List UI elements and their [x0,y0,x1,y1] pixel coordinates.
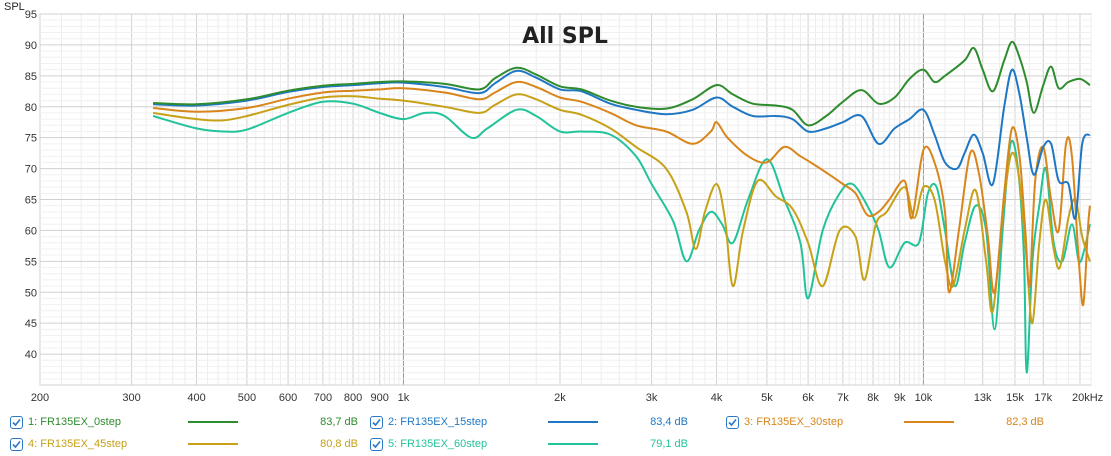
checkbox-checked-icon[interactable] [370,437,383,451]
legend-value: 83,7 dB [320,416,358,428]
y-tick-label: 60 [25,225,37,237]
y-tick-label: 90 [25,40,37,52]
series-line-2 [153,68,1091,220]
x-tick-label: 20kHz [1072,392,1103,404]
y-tick-label: 70 [25,164,37,176]
legend-label: 1: FR135EX_0step [28,416,121,428]
x-tick-label: 10k [915,392,933,404]
x-tick-label: 7k [837,392,849,404]
y-tick-label: 65 [25,195,37,207]
y-tick-label: 50 [25,287,37,299]
legend-label: 2: FR135EX_15step [388,416,488,428]
x-tick-label: 3k [646,392,658,404]
legend-item-3[interactable]: 3: FR135EX_30step 82,3 dB [726,412,1044,432]
x-axis: 200 300 400 500 600 700 800 900 1k 2k 3k 4k 5k 6k 7k 8k… [31,392,1103,404]
x-tick-label: 5k [761,392,773,404]
series-line-3 [153,80,1091,307]
y-tick-label: 85 [25,71,37,83]
spl-chart: 40 45 50 55 60 65 70 75 80 85 90 95 200 300 400 500 600… [4,1,1103,404]
legend-label: 3: FR135EX_30step [744,416,844,428]
x-tick-label: 600 [279,392,297,404]
legend-swatch [904,421,954,423]
x-tick-label: 6k [802,392,814,404]
x-tick-label: 9k [894,392,906,404]
series-line-5 [152,100,1091,374]
legend-swatch [188,421,238,423]
series-line-1 [153,40,1091,127]
legend-item-4[interactable]: 4: FR135EX_45step 80,8 dB [10,434,358,454]
series-line-4 [152,93,1091,325]
legend-value: 79,1 dB [650,438,688,450]
legend-label: 4: FR135EX_45step [28,438,128,450]
grid [39,13,1092,386]
x-tick-label: 4k [711,392,723,404]
y-tick-label: 80 [25,102,37,114]
x-tick-label: 1k [398,392,410,404]
x-tick-label: 2k [554,392,566,404]
x-tick-label: 15k [1006,392,1024,404]
x-tick-label: 700 [314,392,332,404]
y-axis-label: SPL [4,1,25,13]
legend: 1: FR135EX_0step 83,7 dB 2: FR135EX_15st… [0,410,1111,456]
legend-value: 82,3 dB [1006,416,1044,428]
legend-label: 5: FR135EX_60step [388,438,488,450]
x-tick-label: 500 [238,392,256,404]
legend-item-1[interactable]: 1: FR135EX_0step 83,7 dB [10,412,358,432]
x-tick-label: 13k [974,392,992,404]
checkbox-checked-icon[interactable] [370,415,383,429]
legend-value: 80,8 dB [320,438,358,450]
checkbox-checked-icon[interactable] [10,415,23,429]
legend-value: 83,4 dB [650,416,688,428]
series-lines [152,40,1091,374]
chart-title: All SPL [522,24,608,49]
y-tick-label: 40 [25,349,37,361]
legend-swatch [548,443,598,445]
x-tick-label: 17k [1034,392,1052,404]
checkbox-checked-icon[interactable] [10,437,23,451]
y-axis: 40 45 50 55 60 65 70 75 80 85 90 95 [25,9,37,361]
y-tick-label: 95 [25,9,37,21]
x-tick-label: 300 [122,392,140,404]
checkbox-checked-icon[interactable] [726,415,739,429]
legend-swatch [188,443,238,445]
y-tick-label: 75 [25,133,37,145]
y-tick-label: 55 [25,256,37,268]
y-tick-label: 45 [25,318,37,330]
legend-swatch [548,421,598,423]
x-tick-label: 900 [370,392,388,404]
legend-item-5[interactable]: 5: FR135EX_60step 79,1 dB [370,434,688,454]
x-tick-label: 8k [867,392,879,404]
x-tick-label: 200 [31,392,49,404]
x-tick-label: 400 [187,392,205,404]
legend-item-2[interactable]: 2: FR135EX_15step 83,4 dB [370,412,688,432]
x-tick-label: 800 [344,392,362,404]
